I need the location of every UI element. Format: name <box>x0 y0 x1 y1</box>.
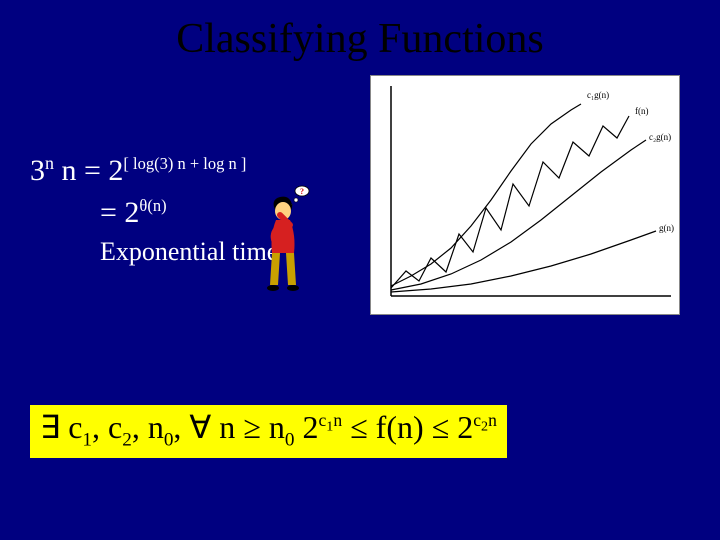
f-c1-base: c <box>60 409 82 445</box>
f-exp2: c2n <box>473 410 497 430</box>
bubble-dot-1 <box>294 198 298 202</box>
eq1-exp: [ log(3) n + log n ] <box>123 154 246 173</box>
f-exp1-n: n <box>333 410 342 430</box>
complexity-graph: c₁g(n) f(n) c₂g(n) g(n) <box>370 75 680 315</box>
f-n0-sub: 0 <box>164 429 174 450</box>
thought-bubble-text: ? <box>300 187 304 196</box>
thinking-person-icon: ? <box>260 185 310 295</box>
eq1-base3: 3 <box>30 154 45 187</box>
thinker-leg-left <box>270 253 280 285</box>
f-two1: 2 <box>302 409 318 445</box>
curve-labels-group: c₁g(n) f(n) c₂g(n) g(n) <box>587 90 674 233</box>
thinker-leg-right <box>286 253 296 285</box>
curve-label: g(n) <box>659 223 674 233</box>
thinker-foot-right <box>287 285 299 291</box>
eq2-prefix: = 2 <box>100 196 139 229</box>
curve-f(n) <box>391 116 629 288</box>
equation-line-3: Exponential time <box>100 234 278 270</box>
thinker-foot-left <box>267 285 279 291</box>
f-exp2-c: c <box>473 410 481 430</box>
exists-symbol: ∃ <box>40 409 60 445</box>
f-exp2-sub: 2 <box>481 419 488 435</box>
forall-symbol: ∀ <box>189 409 211 445</box>
theta-definition-formula: ∃ c1, c2, n0, ∀ n ≥ n0 2c1n ≤ f(n) ≤ 2c2… <box>30 405 507 458</box>
f-exp2-n: n <box>488 410 497 430</box>
f-c2-sub: 2 <box>122 429 132 450</box>
equation-block: 3n n = 2[ log(3) n + log n ] = 2θ(n) Exp… <box>30 150 278 270</box>
f-mid1-sub: 0 <box>285 429 295 450</box>
slide-title: Classifying Functions <box>0 15 720 63</box>
f-exp1: c1n <box>318 410 342 430</box>
equation-line-2: = 2θ(n) <box>100 192 278 234</box>
curve-g(n) <box>391 231 656 292</box>
curve-label: c₁g(n) <box>587 90 609 100</box>
eq2-exp: θ(n) <box>139 196 166 215</box>
curve-label: c₂g(n) <box>649 132 671 142</box>
equation-line-1: 3n n = 2[ log(3) n + log n ] <box>30 150 278 192</box>
curve-label: f(n) <box>635 106 649 116</box>
eq1-sup-n: n <box>45 153 54 173</box>
f-sep2: , n <box>132 409 164 445</box>
f-sep1: , c <box>92 409 122 445</box>
f-c1-sub: 1 <box>82 429 92 450</box>
curve-c₁g(n) <box>391 104 581 286</box>
curves-group <box>391 104 656 292</box>
f-sep3: , <box>173 409 189 445</box>
curve-c₂g(n) <box>391 140 646 290</box>
eq1-mid: n = 2 <box>54 154 123 187</box>
f-le1: ≤ f(n) ≤ <box>342 409 457 445</box>
complexity-graph-svg: c₁g(n) f(n) c₂g(n) g(n) <box>371 76 681 316</box>
f-mid1: n ≥ n <box>211 409 285 445</box>
f-two2: 2 <box>457 409 473 445</box>
